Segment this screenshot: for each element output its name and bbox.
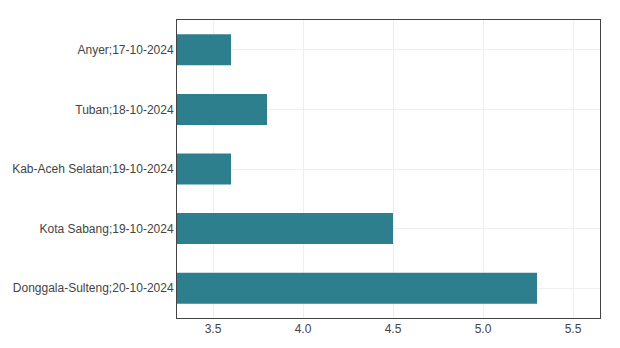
svg-text:3.5: 3.5	[205, 322, 222, 336]
svg-text:Anyer;17-10-2024: Anyer;17-10-2024	[78, 43, 174, 57]
svg-text:5.0: 5.0	[475, 322, 492, 336]
svg-text:5.5: 5.5	[565, 322, 582, 336]
svg-text:Tuban;18-10-2024: Tuban;18-10-2024	[75, 103, 174, 117]
svg-text:Kab-Aceh Selatan;19-10-2024: Kab-Aceh Selatan;19-10-2024	[12, 162, 174, 176]
svg-text:4.0: 4.0	[295, 322, 312, 336]
svg-text:Kota Sabang;19-10-2024: Kota Sabang;19-10-2024	[39, 222, 173, 236]
svg-text:Donggala-Sulteng;20-10-2024: Donggala-Sulteng;20-10-2024	[13, 281, 174, 295]
svg-text:4.5: 4.5	[385, 322, 402, 336]
